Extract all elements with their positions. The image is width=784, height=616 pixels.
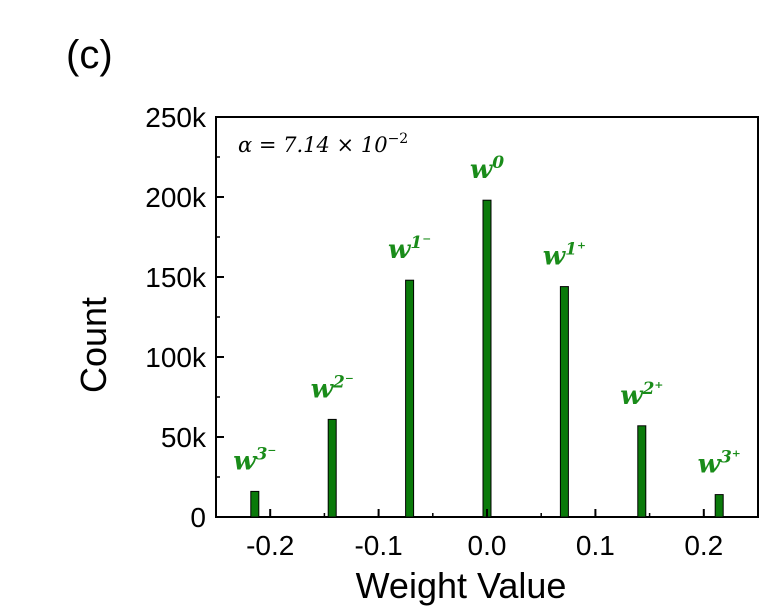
y-tick-label-5: 250k bbox=[145, 102, 207, 133]
bar-label-6: w3⁺ bbox=[698, 448, 741, 480]
bar-label-3: w0 bbox=[470, 153, 504, 185]
bar-4 bbox=[559, 286, 569, 518]
x-tick-label-1: -0.1 bbox=[354, 530, 402, 561]
alpha-annotation: α = 7.14 × 10−2 bbox=[238, 131, 408, 157]
y-tick-label-3: 150k bbox=[145, 262, 207, 293]
bar-label-1: w2⁻ bbox=[311, 372, 354, 404]
y-tick-label-2: 100k bbox=[145, 342, 207, 373]
bar-2 bbox=[405, 279, 415, 518]
bar-0 bbox=[250, 490, 260, 518]
x-tick-label-3: 0.1 bbox=[576, 530, 615, 561]
bar-label-4: w1⁺ bbox=[543, 240, 586, 272]
bar-3 bbox=[482, 199, 492, 518]
bar-label-5: w2⁺ bbox=[620, 379, 663, 411]
bar-6 bbox=[714, 494, 724, 518]
bar-1 bbox=[327, 418, 337, 518]
x-tick-label-2: 0.0 bbox=[468, 530, 507, 561]
y-tick-label-0: 0 bbox=[190, 502, 206, 533]
plot-area: w3⁻ w2⁻ w1⁻ w0 w1⁺ w2⁺ w3⁺ -0.2 -0.1 0.0 0.1 0.2 0 50… bbox=[73, 102, 759, 606]
y-tick-label-1: 50k bbox=[161, 422, 207, 453]
y-tick-label-4: 200k bbox=[145, 182, 207, 213]
x-tick-label-4: 0.2 bbox=[684, 530, 723, 561]
panel-label: (c) bbox=[66, 33, 113, 77]
bar-5 bbox=[637, 425, 647, 518]
x-tick-label-0: -0.2 bbox=[246, 530, 294, 561]
bar-label-2: w1⁻ bbox=[388, 233, 431, 265]
y-axis-title: Count bbox=[73, 297, 114, 393]
bar-label-0: w3⁻ bbox=[233, 444, 276, 476]
x-axis-title: Weight Value bbox=[356, 565, 567, 606]
